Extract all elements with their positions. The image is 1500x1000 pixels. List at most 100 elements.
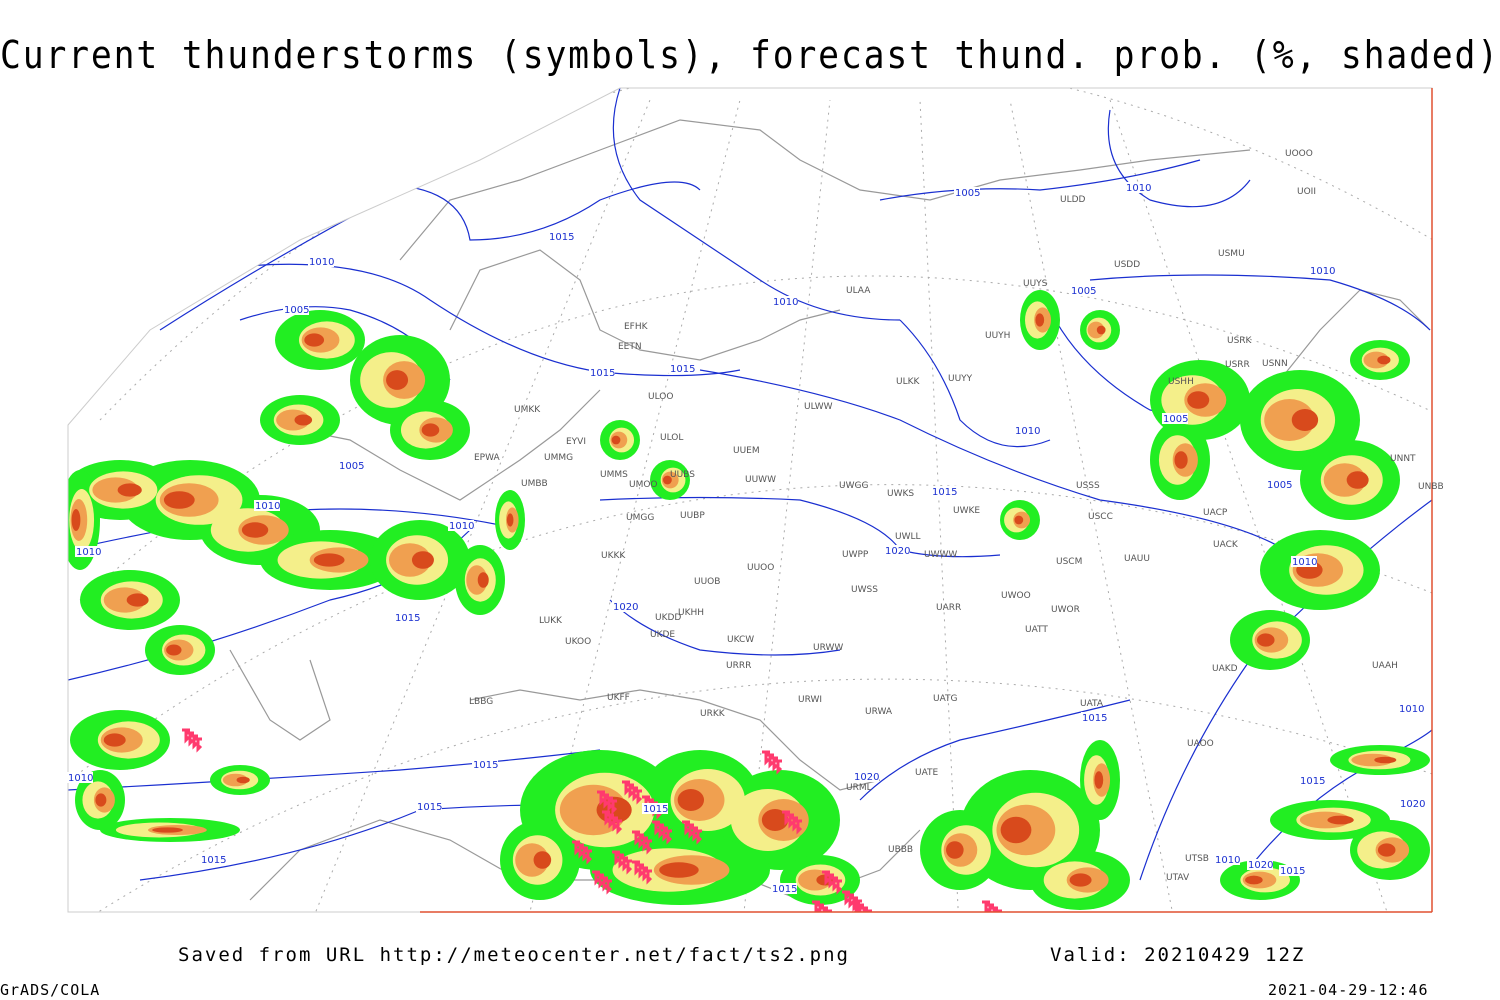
isobar-label-bg [1014, 425, 1040, 436]
shade-3 [1094, 771, 1104, 789]
station-label: ULKK [896, 377, 921, 387]
probability-shading [68, 290, 1430, 910]
shade-3 [166, 644, 182, 656]
storm-symbol [644, 839, 653, 855]
map-area [68, 88, 1432, 912]
software: GrADS/COLA [0, 981, 100, 999]
isobar-label: 1005 [284, 305, 309, 316]
station-label: UAUU [1124, 554, 1150, 564]
isobar-label-bg [642, 803, 668, 814]
shade-3 [1000, 816, 1032, 844]
title: Current thunderstorms (symbols), forecas… [0, 33, 1500, 77]
shade-3 [294, 414, 313, 426]
station-label: UWSS [851, 585, 878, 595]
isobar-label: 1015 [772, 884, 797, 895]
isobar-label-bg [67, 772, 93, 783]
isobar-label-bg [1070, 285, 1096, 296]
shade-3 [1346, 471, 1369, 489]
station-label: UKKK [601, 551, 626, 561]
isobar-label: 1005 [1163, 414, 1188, 425]
isobar-label-bg [308, 256, 334, 267]
isobar-label-bg [416, 801, 442, 812]
station-label: UMMS [600, 470, 628, 480]
isobar-label: 1010 [1399, 704, 1424, 715]
isobar-label: 1015 [549, 232, 574, 243]
station-label: USNN [1262, 359, 1288, 369]
station-label: ULDD [1060, 195, 1086, 205]
shade-3 [236, 776, 250, 784]
isobar-label: 1010 [1292, 557, 1317, 568]
shade-3 [95, 793, 107, 807]
station-label: UAKD [1212, 664, 1238, 674]
isobar-label: 1015 [473, 760, 498, 771]
station-label: UUOO [747, 563, 774, 573]
station-label: URKK [700, 709, 726, 719]
isobar-label-bg [200, 854, 226, 865]
station-label: UNNT [1390, 454, 1416, 464]
shade-3 [1256, 633, 1275, 647]
isobar-label: 1020 [613, 602, 638, 613]
isobar-label: 1010 [309, 257, 334, 268]
station-label: UACK [1213, 540, 1239, 550]
isobar-label: 1005 [955, 188, 980, 199]
shade-3 [611, 435, 621, 445]
isobar-label: 1020 [885, 546, 910, 557]
shade-3 [659, 862, 699, 878]
station-label: UWOO [1001, 591, 1031, 601]
station-label: UATT [1025, 625, 1048, 635]
isobar-label: 1020 [854, 772, 879, 783]
station-label: UUYY [948, 374, 973, 384]
isobar-label-bg [1214, 854, 1240, 865]
station-label: UUBS [670, 470, 695, 480]
shade-3 [533, 851, 552, 869]
isobar-label-bg [884, 545, 910, 556]
map-labels: ULDD UOII UOOO USMU USDD UUYS ULAA UUYH ULKK UUYY… [67, 149, 1444, 895]
storm-symbol [694, 829, 703, 845]
isobar-label-bg [1081, 712, 1107, 723]
shade-3 [126, 593, 149, 607]
station-label: USRR [1225, 360, 1250, 370]
isobar-label-bg [1291, 556, 1317, 567]
storm-symbol [584, 849, 593, 865]
station-label: UTAV [1166, 873, 1190, 883]
shade-3 [1069, 873, 1092, 887]
station-label: UWKE [953, 506, 980, 516]
shade-3 [1291, 409, 1319, 431]
storm-symbol [634, 789, 643, 805]
isobar-label: 1010 [1015, 426, 1040, 437]
station-label: UTSB [1185, 854, 1209, 864]
station-label: ULOO [648, 392, 673, 402]
station-label: USSS [1076, 481, 1100, 491]
isobar-label-bg [448, 520, 474, 531]
station-label: ULAA [846, 286, 871, 296]
isobar-label: 1010 [255, 501, 280, 512]
isobar-label: 1015 [1082, 713, 1107, 724]
storm-symbol [794, 819, 803, 835]
station-label: ULWW [804, 402, 833, 412]
station-label: UWLL [895, 532, 921, 542]
station-label: URML [846, 783, 872, 793]
isobar-label-bg [338, 460, 364, 471]
isobar-label: 1020 [1400, 799, 1425, 810]
shade-3 [304, 333, 325, 347]
station-label: USRK [1227, 336, 1253, 346]
shade-3 [946, 841, 964, 859]
source-url: Saved from URL http://meteocenter.net/fa… [178, 944, 850, 966]
isobar-label-bg [1125, 182, 1151, 193]
isobar-label-bg [1279, 865, 1305, 876]
isobar-label: 1005 [1071, 286, 1096, 297]
station-label: UUYH [985, 331, 1010, 341]
isobar-label-bg [1309, 265, 1335, 276]
station-label: UUEM [733, 446, 760, 456]
station-label: UKCW [727, 635, 754, 645]
shade-3 [1327, 815, 1354, 825]
station-label: EETN [618, 342, 642, 352]
isobar-label-bg [1266, 479, 1292, 490]
isobar-label-bg [1247, 859, 1273, 870]
station-label: UARR [936, 603, 961, 613]
station-label: UUYS [1023, 279, 1048, 289]
isobar-label: 1015 [395, 613, 420, 624]
station-label: UATE [915, 768, 939, 778]
station-label: UUOB [694, 577, 720, 587]
